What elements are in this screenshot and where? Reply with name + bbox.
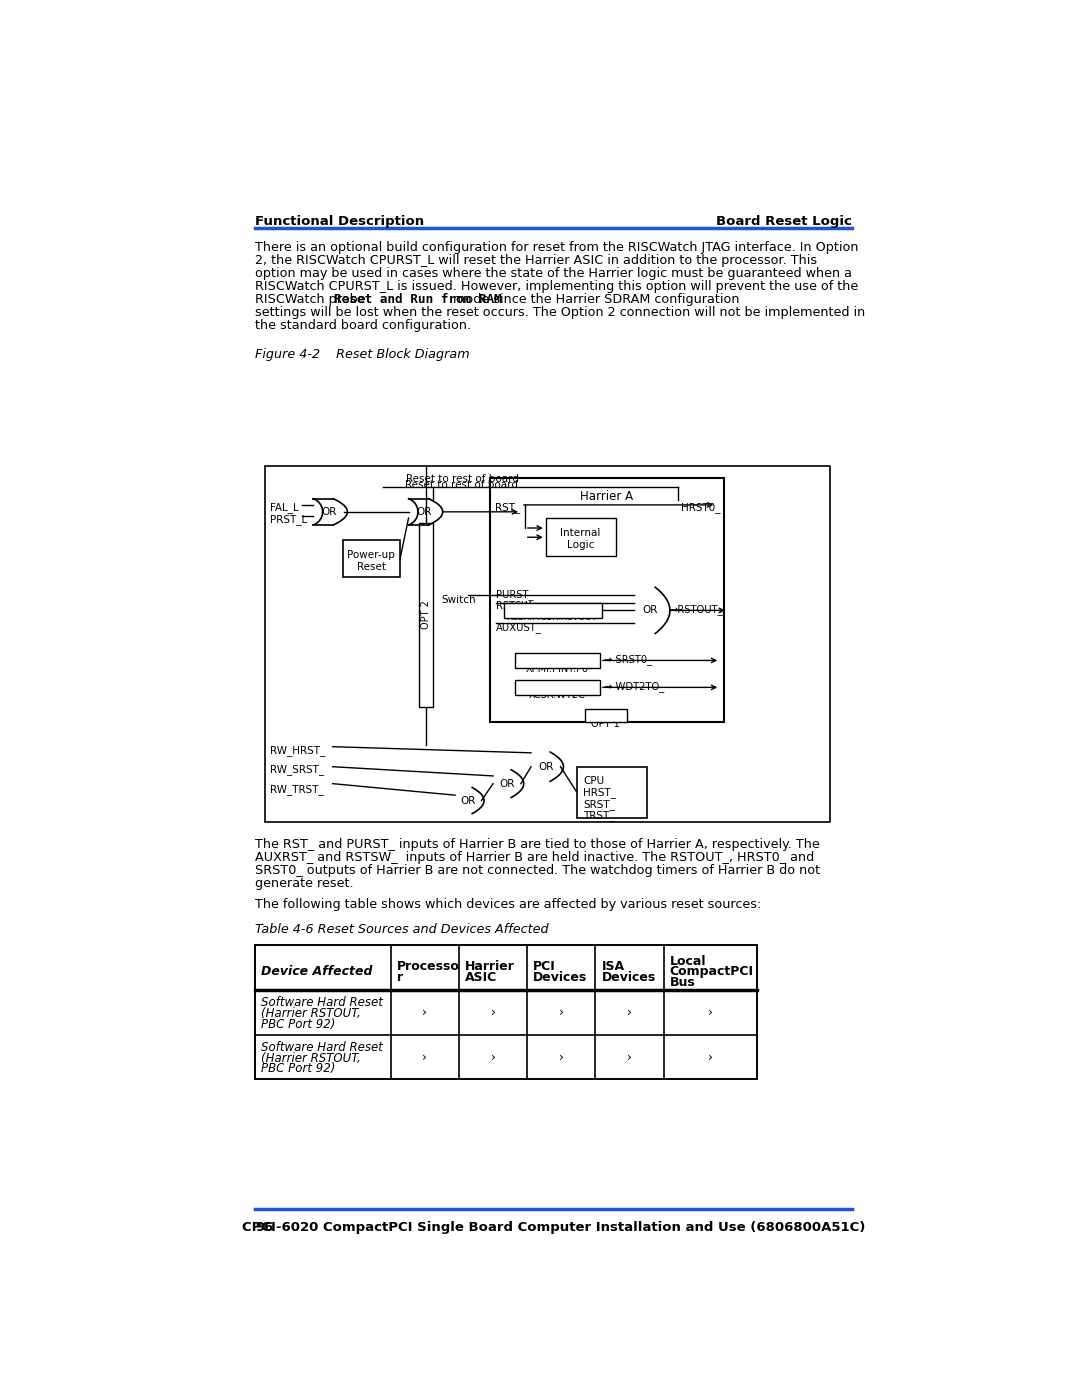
Text: XCSR.MCSR.RSTOUT: XCSR.MCSR.RSTOUT [508,613,598,623]
Text: ›: › [707,1051,713,1063]
Text: Figure 4-2    Reset Block Diagram: Figure 4-2 Reset Block Diagram [255,348,470,360]
Text: PRST_L: PRST_L [270,514,307,525]
Text: RSTSW_: RSTSW_ [496,601,537,612]
Text: SRST_: SRST_ [583,799,615,810]
Text: Devices: Devices [534,971,588,983]
Text: PCI: PCI [534,960,556,972]
Bar [490,478,724,722]
Text: Logic: Logic [567,539,594,549]
Text: Reset: Reset [356,562,386,571]
Text: (Harrier RSTOUT,: (Harrier RSTOUT, [261,1052,361,1065]
Text: Bus: Bus [670,977,696,989]
Text: ›: › [422,1006,428,1018]
Bar [584,708,627,722]
Bar [545,518,616,556]
Bar [515,652,600,668]
Text: → SRST0_: → SRST0_ [604,654,652,665]
Text: SRST0_ outputs of Harrier B are not connected. The watchdog timers of Harrier B : SRST0_ outputs of Harrier B are not conn… [255,863,820,877]
Text: XCSR.WT2C: XCSR.WT2C [529,690,585,700]
Text: RISCWatch probe: RISCWatch probe [255,293,369,306]
Text: OR: OR [417,507,432,517]
Text: ›: › [558,1051,564,1063]
Text: FAL_L: FAL_L [270,503,298,514]
Bar [255,946,757,1080]
Text: OPT 2: OPT 2 [421,601,431,630]
Text: Local: Local [670,954,706,968]
Text: r: r [397,971,403,983]
Text: Device Affected: Device Affected [261,965,373,978]
Text: TRST_: TRST_ [583,810,615,821]
Text: CompactPCI: CompactPCI [670,965,754,978]
Text: RISCWatch CPURST_L is issued. However, implementing this option will prevent the: RISCWatch CPURST_L is issued. However, i… [255,279,859,293]
Text: option may be used in cases where the state of the Harrier logic must be guarant: option may be used in cases where the st… [255,267,852,279]
Text: HRST_: HRST_ [583,787,616,798]
Text: Power-up: Power-up [348,550,395,560]
Text: generate reset.: generate reset. [255,877,354,890]
Text: Reset to rest of board: Reset to rest of board [405,481,517,490]
Text: (Harrier RSTOUT,: (Harrier RSTOUT, [261,1007,361,1020]
Text: ›: › [490,1006,496,1018]
Text: OR: OR [321,507,337,517]
Text: Software Hard Reset: Software Hard Reset [261,1041,383,1053]
Text: ›: › [707,1006,713,1018]
Bar [504,602,602,617]
Text: PBC Port 92): PBC Port 92) [261,1018,336,1031]
Text: Table 4-6 Reset Sources and Devices Affected: Table 4-6 Reset Sources and Devices Affe… [255,923,549,936]
Text: Functional Description: Functional Description [255,215,424,228]
Text: Software Hard Reset: Software Hard Reset [261,996,383,1009]
Text: PURST_: PURST_ [496,588,534,599]
Bar [515,680,600,696]
Text: HRST0_: HRST0_ [680,503,720,514]
Text: RST_: RST_ [495,503,519,514]
Bar [266,467,831,823]
Text: The following table shows which devices are affected by various reset sources:: The following table shows which devices … [255,898,761,911]
Text: ›: › [627,1051,632,1063]
Text: 2, the RISCWatch CPURST_L will reset the Harrier ASIC in addition to the process: 2, the RISCWatch CPURST_L will reset the… [255,254,818,267]
Text: CPU: CPU [583,775,604,787]
Text: Internal: Internal [561,528,600,538]
Text: Reset and Run from RAM: Reset and Run from RAM [334,293,502,306]
Text: OR: OR [460,795,476,806]
Text: PBC Port 92): PBC Port 92) [261,1062,336,1076]
Text: Devices: Devices [602,971,656,983]
Text: Switch: Switch [441,595,476,605]
Text: →RSTOUT_: →RSTOUT_ [669,604,723,615]
Text: ›: › [422,1051,428,1063]
Text: RW_HRST_: RW_HRST_ [270,745,325,756]
Text: OR: OR [538,761,553,771]
Text: ASIC: ASIC [465,971,498,983]
Text: The RST_ and PURST_ inputs of Harrier B are tied to those of Harrier A, respecti: The RST_ and PURST_ inputs of Harrier B … [255,838,820,851]
Text: Processo: Processo [397,960,460,972]
Text: RW_TRST_: RW_TRST_ [270,784,324,795]
Text: ›: › [490,1051,496,1063]
Text: AUXUST_: AUXUST_ [496,622,542,633]
Bar [577,767,647,819]
Text: XPMI.PINT.P0: XPMI.PINT.P0 [526,664,589,673]
Bar [342,541,400,577]
Text: OPT 1: OPT 1 [592,719,620,729]
Bar [419,524,433,707]
Text: 96: 96 [255,1221,273,1234]
Text: → WDT2TO_: → WDT2TO_ [604,682,664,692]
Text: CPCI-6020 CompactPCI Single Board Computer Installation and Use (6806800A51C): CPCI-6020 CompactPCI Single Board Comput… [242,1221,865,1234]
Text: ISA: ISA [602,960,624,972]
Text: Harrier: Harrier [465,960,515,972]
Text: ›: › [627,1006,632,1018]
Text: OR: OR [643,605,658,616]
Text: settings will be lost when the reset occurs. The Option 2 connection will not be: settings will be lost when the reset occ… [255,306,865,320]
Text: There is an optional build configuration for reset from the RISCWatch JTAG inter: There is an optional build configuration… [255,240,859,254]
Text: Reset to rest of board: Reset to rest of board [406,474,519,485]
Text: Harrier A: Harrier A [580,489,634,503]
Text: AUXRST_ and RSTSW_  inputs of Harrier B are held inactive. The RSTOUT_, HRST0_ a: AUXRST_ and RSTSW_ inputs of Harrier B a… [255,851,814,863]
Text: ›: › [558,1006,564,1018]
Text: mode since the Harrier SDRAM configuration: mode since the Harrier SDRAM configurati… [449,293,740,306]
Text: RW_SRST_: RW_SRST_ [270,764,324,775]
Text: OR: OR [499,778,515,789]
Text: the standard board configuration.: the standard board configuration. [255,320,471,332]
Text: Board Reset Logic: Board Reset Logic [716,215,852,228]
